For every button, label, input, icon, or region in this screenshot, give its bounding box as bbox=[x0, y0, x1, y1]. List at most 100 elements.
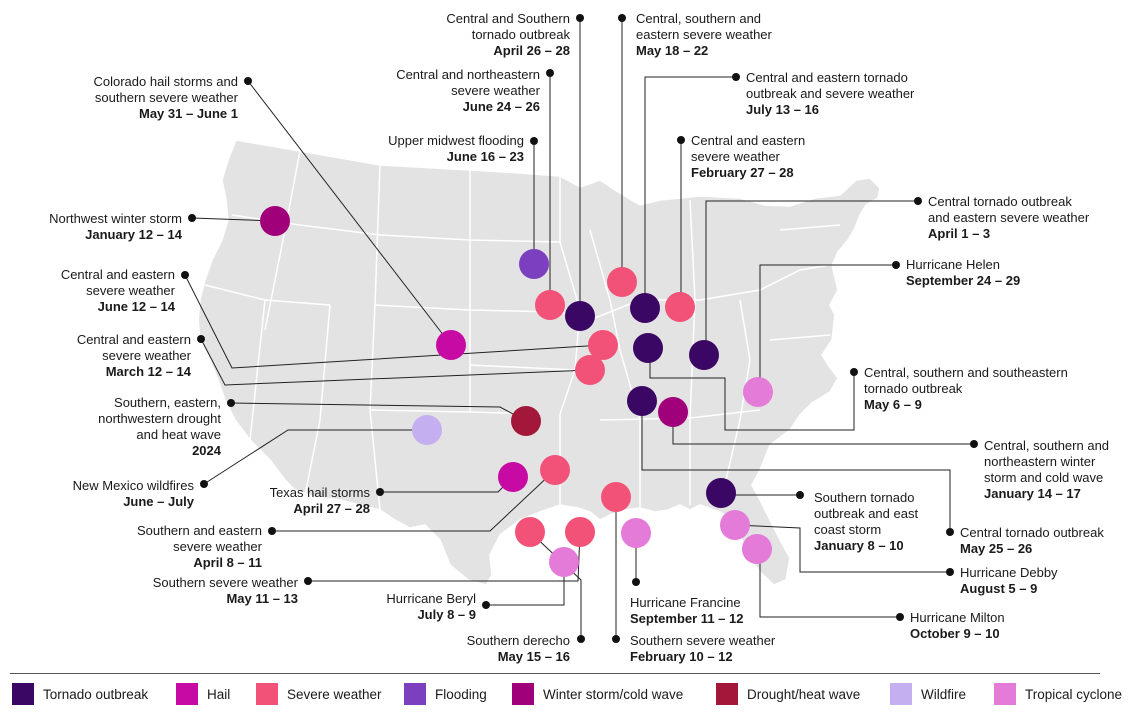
leader-dot bbox=[244, 77, 252, 85]
leader-dot bbox=[376, 488, 384, 496]
event-name: storm and cold wave bbox=[984, 470, 1104, 485]
event-name: Colorado hail storms and bbox=[93, 74, 238, 89]
leader-line bbox=[529, 531, 582, 639]
legend-label: Hail bbox=[207, 686, 231, 702]
leader-dot bbox=[946, 528, 954, 536]
leader-line bbox=[200, 338, 591, 386]
event-name: Hurricane Beryl bbox=[386, 591, 476, 606]
legend-swatch bbox=[404, 683, 426, 705]
event-marker[interactable] bbox=[565, 517, 595, 547]
event-marker[interactable] bbox=[549, 547, 579, 577]
event-marker[interactable] bbox=[519, 249, 549, 279]
leader-line bbox=[247, 80, 452, 346]
event-date: April 8 – 11 bbox=[193, 555, 262, 570]
event-label: Southern severe weather May 11 – 13 bbox=[153, 575, 298, 607]
event-marker[interactable] bbox=[658, 397, 688, 427]
leader-line bbox=[641, 401, 951, 532]
event-label: Southern and eastern severe weather April … bbox=[137, 523, 262, 571]
event-marker[interactable] bbox=[630, 293, 660, 323]
legend-item-winter: Winter storm/cold wave bbox=[512, 681, 683, 707]
event-date: April 1 – 3 bbox=[928, 226, 991, 241]
event-date: June 16 – 23 bbox=[446, 149, 524, 164]
leader-dot bbox=[197, 335, 205, 343]
event-marker[interactable] bbox=[601, 482, 631, 512]
event-label: Central tornado outbreak and eastern seve… bbox=[928, 194, 1089, 242]
event-date: June 12 – 14 bbox=[97, 299, 175, 314]
event-date: September 24 – 29 bbox=[906, 273, 1021, 288]
event-date: May 18 – 22 bbox=[636, 43, 709, 58]
leader-line bbox=[649, 348, 855, 431]
event-label: Central tornado outbreak May 25 – 26 bbox=[960, 525, 1104, 557]
legend-label: Winter storm/cold wave bbox=[543, 686, 684, 702]
event-name: severe weather bbox=[173, 539, 262, 554]
event-marker[interactable] bbox=[515, 517, 545, 547]
event-marker[interactable] bbox=[665, 292, 695, 322]
event-date: January 8 – 10 bbox=[814, 538, 904, 553]
legend-label: Tornado outbreak bbox=[43, 686, 149, 702]
leader-dot bbox=[732, 73, 740, 81]
event-date: October 9 – 10 bbox=[910, 626, 1000, 641]
leader-dot bbox=[896, 613, 904, 621]
event-marker[interactable] bbox=[689, 340, 719, 370]
event-marker[interactable] bbox=[260, 206, 290, 236]
leader-dot bbox=[892, 261, 900, 269]
event-name: Central, southern and bbox=[984, 438, 1110, 453]
event-date: April 27 – 28 bbox=[293, 501, 370, 516]
event-name: southern severe weather bbox=[94, 90, 238, 105]
event-marker[interactable] bbox=[575, 355, 605, 385]
event-name: Southern derecho bbox=[466, 633, 570, 648]
event-name: Southern, eastern, bbox=[114, 395, 221, 410]
event-date: June – July bbox=[123, 494, 194, 509]
event-marker[interactable] bbox=[535, 290, 565, 320]
event-name: Southern severe weather bbox=[630, 633, 776, 648]
event-marker[interactable] bbox=[720, 510, 750, 540]
event-label: Central, southern and southeastern tornad… bbox=[864, 365, 1068, 413]
leader-line bbox=[705, 200, 918, 355]
event-marker[interactable] bbox=[511, 406, 541, 436]
leader-dot bbox=[796, 491, 804, 499]
event-label: Texas hail storms April 27 – 28 bbox=[270, 485, 370, 517]
event-marker[interactable] bbox=[565, 301, 595, 331]
event-name: eastern severe weather bbox=[636, 27, 772, 42]
leader-dot bbox=[530, 137, 538, 145]
event-name: tornado outbreak bbox=[864, 381, 963, 396]
event-marker[interactable] bbox=[743, 377, 773, 407]
event-name: Texas hail storms bbox=[269, 485, 370, 500]
event-label: Southern tornado outbreak and east coast s… bbox=[814, 490, 918, 554]
event-marker[interactable] bbox=[621, 518, 651, 548]
event-marker[interactable] bbox=[412, 415, 442, 445]
event-label: Hurricane Helen September 24 – 29 bbox=[906, 257, 1020, 289]
event-label: Central and eastern tornado outbreak and … bbox=[746, 70, 914, 118]
leader-dot bbox=[181, 271, 189, 279]
event-marker[interactable] bbox=[498, 462, 528, 492]
event-date: February 27 – 28 bbox=[691, 165, 794, 180]
leader-dot bbox=[914, 197, 922, 205]
event-date: January 14 – 17 bbox=[984, 486, 1081, 501]
legend-swatch bbox=[994, 683, 1016, 705]
leader-line bbox=[734, 524, 950, 573]
event-markers bbox=[260, 206, 773, 577]
event-name: Northwest winter storm bbox=[49, 211, 182, 226]
leader-line bbox=[184, 274, 604, 369]
leader-dot bbox=[577, 635, 585, 643]
event-marker[interactable] bbox=[742, 534, 772, 564]
legend-item-severe: Severe weather bbox=[256, 681, 382, 707]
event-marker[interactable] bbox=[540, 455, 570, 485]
event-label: Central and eastern severe weather March 1… bbox=[77, 332, 191, 380]
event-name: Hurricane Helen bbox=[906, 257, 1000, 272]
event-label: Central, southern and northeastern winter… bbox=[984, 438, 1109, 502]
event-marker[interactable] bbox=[436, 330, 466, 360]
event-marker[interactable] bbox=[607, 267, 637, 297]
event-label: Colorado hail storms and southern severe … bbox=[93, 74, 238, 122]
legend-item-tropical: Tropical cyclone bbox=[994, 681, 1122, 707]
event-name: Hurricane Debby bbox=[960, 565, 1058, 580]
event-name: northwestern drought bbox=[98, 411, 221, 426]
leader-line bbox=[203, 429, 427, 485]
event-name: Central and eastern bbox=[691, 133, 806, 148]
event-marker[interactable] bbox=[588, 330, 618, 360]
event-marker[interactable] bbox=[633, 333, 663, 363]
event-marker[interactable] bbox=[627, 386, 657, 416]
event-marker[interactable] bbox=[706, 478, 736, 508]
event-label: Hurricane Milton October 9 – 10 bbox=[910, 610, 1005, 642]
